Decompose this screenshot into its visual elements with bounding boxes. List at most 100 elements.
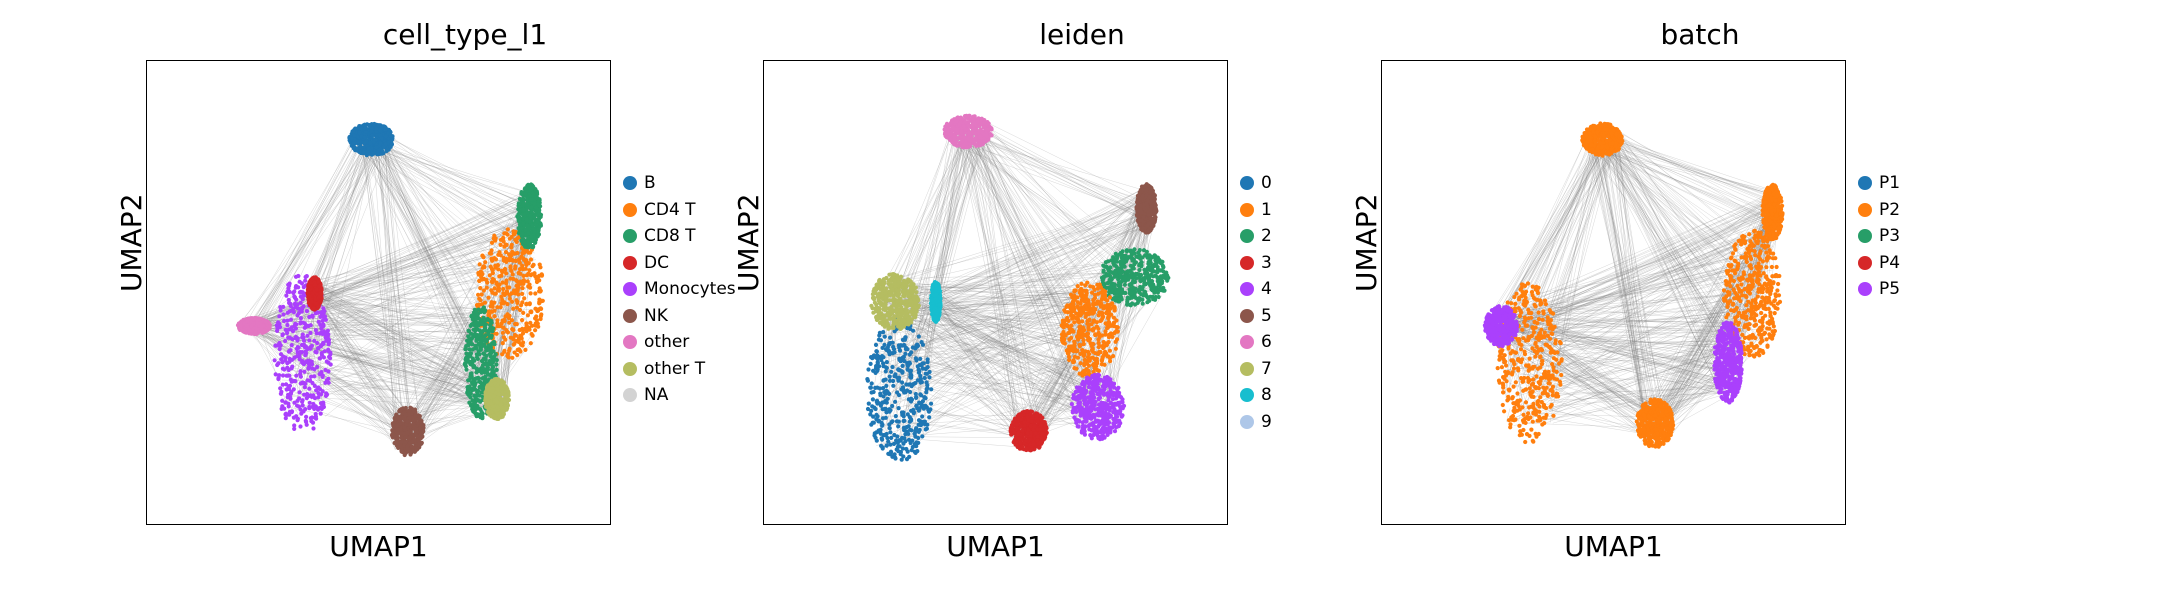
cell-point [536,232,541,237]
graph-edge [261,208,536,329]
cell-point [516,226,521,231]
graph-edge [319,294,474,385]
cell-point [486,312,491,317]
cell-point [297,279,302,284]
graph-edge [907,306,1038,432]
graph-edge [314,290,479,378]
graph-edge [982,126,1142,261]
graph-edge [904,199,1150,310]
cell-point [504,271,509,276]
cell-point [307,405,312,410]
graph-edge [309,249,491,289]
graph-edge [981,141,1019,441]
graph-edge [363,129,474,326]
graph-edge [265,329,486,346]
graph-edge [315,293,417,424]
graph-edge [311,281,500,393]
cell-point [280,404,285,409]
cell-point [319,351,324,356]
cell-point [308,330,313,335]
cell-point [483,394,489,399]
cell-point [309,299,314,304]
graph-edge [908,383,1082,385]
graph-edge [971,144,1077,420]
cell-point [299,342,305,348]
graph-edge [967,129,1015,440]
legend-item: NA [623,382,736,409]
cell-point [502,317,507,322]
graph-edge [933,287,1099,431]
cell-point [253,329,258,334]
cell-point [398,421,403,426]
graph-edge [318,303,471,320]
graph-edge [309,305,469,397]
cell-point [519,342,524,347]
graph-edge [936,307,1101,408]
graph-edge [298,351,400,421]
graph-edge [934,308,1107,397]
cell-point [313,282,318,287]
graph-edge [293,305,493,316]
graph-edge [923,137,986,371]
cell-point [493,397,498,402]
cell-point [482,342,487,347]
cell-point [278,305,283,310]
graph-edge [369,148,525,192]
cell-point [301,285,306,290]
graph-edge [253,324,498,383]
graph-edge [884,121,978,301]
graph-edge [980,118,1113,270]
graph-edge [316,224,535,381]
graph-edge [905,285,1134,295]
cell-point [313,328,318,333]
graph-edge [259,128,360,327]
cell-point [311,426,316,431]
cell-point [488,354,494,359]
cell-point [374,126,379,131]
graph-edge [917,407,1025,440]
cell-point [302,392,307,397]
graph-edge [300,363,473,395]
graph-edge [417,382,469,425]
cell-point [403,405,408,411]
graph-edge [884,221,1146,323]
graph-edge [383,134,527,216]
graph-edge [900,308,1075,328]
cell-point [502,244,507,249]
cell-point [464,355,469,360]
cell-point [294,297,299,302]
cell-point [513,264,518,269]
cell-point [324,359,329,364]
graph-edge [250,144,370,331]
graph-edge [1073,358,1094,397]
graph-edge [974,136,1078,419]
cell-point [512,289,517,294]
graph-edge [883,305,888,450]
cell-point [526,231,531,236]
cell-point [490,258,495,263]
graph-edge [890,334,1093,405]
graph-edge [241,332,489,393]
graph-edge [300,308,316,401]
graph-edge [959,130,1102,321]
cell-point [303,418,308,423]
cell-point [529,182,534,187]
cell-point [393,441,398,446]
cell-point [291,415,296,420]
cell-point [281,312,286,317]
graph-edge [312,375,497,403]
graph-edge [897,318,1105,417]
cell-point [515,250,520,256]
graph-edge [408,360,488,421]
graph-edge [414,230,532,435]
graph-edge [360,144,478,402]
cell-point [511,231,516,237]
graph-edge [360,144,530,219]
cell-point [418,436,423,441]
graph-edge [310,133,371,294]
cell-point [529,197,534,202]
cell-point [510,272,515,277]
cell-point [306,286,311,292]
graph-edge [933,317,1032,417]
cell-point [320,342,325,347]
